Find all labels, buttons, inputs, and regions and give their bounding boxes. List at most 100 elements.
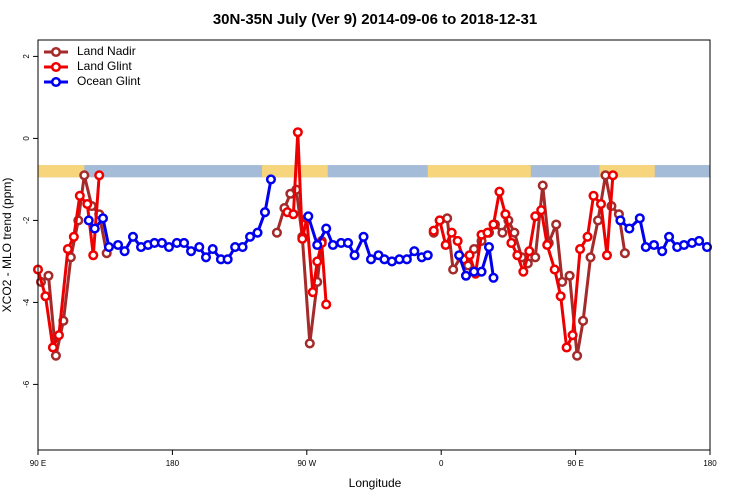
data-point (194, 242, 205, 253)
data-point (307, 287, 318, 298)
data-point (47, 342, 58, 353)
data-point (488, 219, 499, 230)
data-point (245, 231, 256, 242)
y-tick-label: -6 (22, 380, 31, 388)
data-point (446, 227, 457, 238)
data-point (512, 250, 523, 261)
data-point (585, 252, 596, 263)
data-point (607, 170, 618, 181)
data-point (582, 231, 593, 242)
data-point (497, 227, 508, 238)
x-axis-label: Longitude (349, 476, 402, 490)
data-point (312, 239, 323, 251)
data-point (601, 250, 613, 261)
data-point (112, 239, 124, 251)
data-point (701, 242, 713, 253)
data-point (53, 330, 64, 341)
data-point (634, 213, 645, 224)
data-point (595, 198, 607, 210)
land-band (427, 165, 531, 178)
data-point (349, 250, 360, 261)
y-tick-label: -2 (22, 216, 31, 224)
data-point (434, 215, 445, 226)
y-tick-label: 0 (22, 136, 31, 141)
data-point (518, 266, 529, 277)
data-point (619, 248, 630, 259)
data-point (448, 264, 459, 275)
data-point (452, 235, 463, 246)
data-point (482, 227, 493, 238)
data-point (536, 205, 547, 216)
data-point (94, 170, 105, 181)
data-point (476, 266, 487, 277)
legend-label: Land Glint (77, 59, 132, 73)
data-point (327, 239, 338, 251)
data-point (40, 291, 51, 302)
data-point (207, 244, 218, 255)
legend-marker (50, 76, 62, 88)
y-tick-label: 2 (22, 54, 31, 59)
data-point (588, 190, 599, 201)
data-point (483, 242, 495, 253)
data-point (567, 330, 578, 341)
data-point (62, 244, 73, 255)
data-point (575, 244, 586, 255)
data-point (572, 350, 583, 361)
data-point (156, 237, 167, 248)
x-tick-label: 180 (703, 459, 717, 468)
y-axis-label: XCO2 - MLO trend (ppm) (0, 178, 14, 313)
x-tick-label: 90 W (297, 459, 316, 468)
data-point (252, 227, 263, 238)
data-point (694, 235, 705, 246)
data-point (440, 239, 451, 251)
data-point (422, 250, 433, 261)
data-point (265, 174, 277, 185)
data-point (592, 215, 604, 226)
data-point (509, 227, 520, 238)
legend-marker (50, 61, 62, 73)
data-point (678, 239, 690, 251)
data-point (409, 246, 420, 257)
data-point (321, 223, 332, 234)
data-point (88, 250, 99, 261)
data-point (342, 237, 354, 248)
data-point (640, 242, 651, 253)
data-point (530, 252, 541, 263)
data-point (259, 207, 271, 218)
data-point (292, 127, 303, 138)
data-point (358, 231, 369, 242)
data-point (506, 237, 517, 248)
data-point (542, 239, 553, 251)
data-point (500, 209, 511, 220)
data-point (401, 254, 412, 265)
data-point (163, 242, 175, 253)
data-point (200, 252, 212, 263)
data-point (578, 315, 589, 326)
data-point (648, 239, 660, 251)
data-point (524, 246, 535, 257)
data-point (624, 223, 635, 234)
data-point (68, 231, 79, 242)
data-point (103, 242, 114, 253)
data-point (312, 256, 323, 267)
data-point (530, 211, 541, 222)
data-point (555, 291, 566, 302)
data-point (304, 338, 315, 349)
data-point (50, 350, 61, 361)
data-point (615, 215, 626, 226)
data-point (551, 219, 562, 230)
data-point (561, 342, 572, 353)
data-point (537, 180, 548, 191)
data-point (79, 170, 90, 181)
data-point (657, 246, 668, 257)
data-point (365, 254, 377, 265)
data-point (488, 272, 499, 283)
series-line (40, 173, 627, 358)
chart-title: 30N-35N July (Ver 9) 2014-09-06 to 2018-… (213, 11, 537, 28)
data-point (97, 213, 109, 224)
data-point (119, 246, 130, 257)
data-point (494, 186, 505, 197)
land-band (38, 165, 85, 178)
data-point (74, 190, 85, 201)
data-point (460, 270, 472, 281)
